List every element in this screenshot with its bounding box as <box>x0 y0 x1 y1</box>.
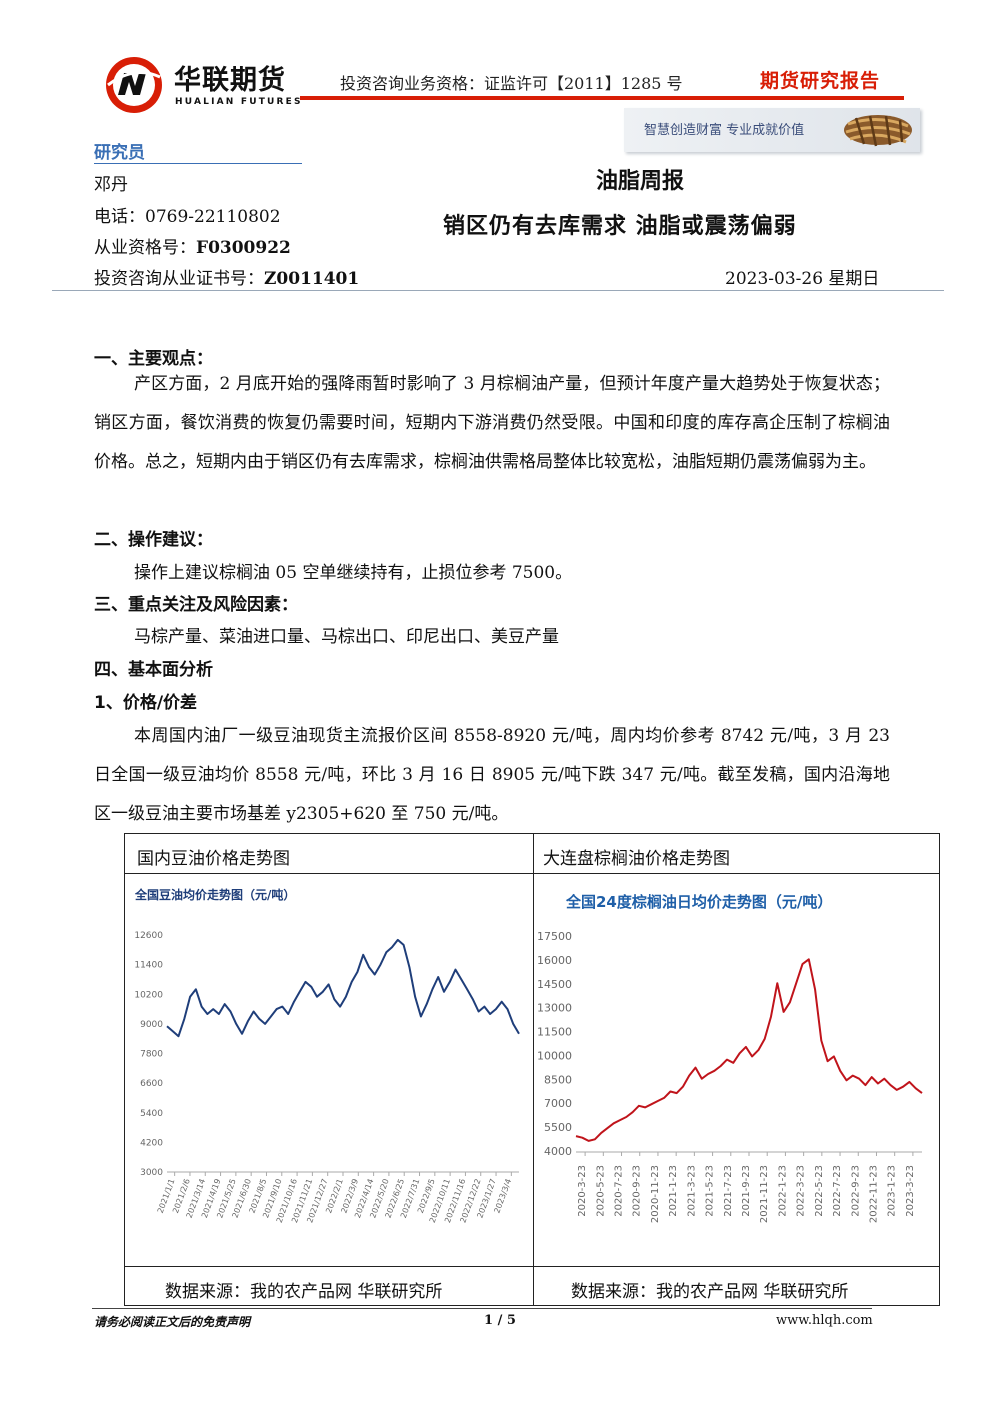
y-tick-label: 11500 <box>537 1026 572 1039</box>
x-tick-label: 2021-5-23 <box>705 1165 716 1217</box>
x-tick-label: 2023-1-23 <box>887 1165 898 1217</box>
section-3-heading: 三、重点关注及风险因素： <box>94 595 298 615</box>
x-tick-label: 2020-5-23 <box>595 1165 606 1217</box>
page-number: 1 / 5 <box>484 1313 516 1328</box>
section-2-heading: 二、操作建议： <box>94 530 213 550</box>
y-tick-label: 10000 <box>537 1049 572 1062</box>
chart-title: 全国豆油均价走势图（元/吨） <box>134 887 295 902</box>
x-tick-label: 2020-11-23 <box>650 1165 661 1223</box>
hualian-logo-icon <box>106 57 162 113</box>
x-tick-label: 2022-11-23 <box>868 1165 879 1223</box>
palm-oil-price-chart: 全国24度棕榈油日均价走势图（元/吨） 17500 16000 14500 13000 1… <box>536 875 938 1265</box>
brand-name-en: HUALIAN FUTURES <box>175 97 303 107</box>
footer-disclaimer: 请务必阅读正文后的免责声明 <box>94 1315 251 1329</box>
section-4-heading: 四、基本面分析 <box>94 660 213 680</box>
x-tick-label: 2023-3-23 <box>905 1165 916 1217</box>
chart-table: 国内豆油价格走势图 大连盘棕榈油价格走势图 全国豆油均价走势图（元/吨） 1260… <box>124 833 940 1306</box>
qualification-text: 投资咨询业务资格：证监许可【2011】1285 号 <box>340 74 683 93</box>
section-2-body: 操作上建议棕榈油 05 空单继续持有，止损位参考 7500。 <box>134 563 573 583</box>
chart-title: 全国24度棕榈油日均价走势图（元/吨） <box>565 893 832 911</box>
y-tick-label: 11400 <box>134 961 163 971</box>
slogan-banner: 智慧创造财富 专业成就价值 <box>624 108 920 152</box>
y-tick-label: 4200 <box>140 1138 163 1148</box>
researcher-section-title: 研究员 <box>94 143 145 163</box>
researcher-license: 从业资格号：F0300922 <box>94 238 291 258</box>
y-tick-label: 17500 <box>537 930 572 943</box>
right-chart-source: 数据来源：我的农产品网 华联研究所 <box>571 1282 849 1302</box>
footer-divider <box>92 1308 872 1309</box>
x-tick-label: 2021-1-23 <box>668 1165 679 1217</box>
x-tick-label: 2021-3-23 <box>686 1165 697 1217</box>
x-tick-label: 2020-3-23 <box>577 1165 588 1217</box>
y-tick-label: 9000 <box>140 1020 163 1030</box>
section-1-heading: 一、主要观点： <box>94 349 213 369</box>
researcher-advisory-license: 投资咨询从业证书号：Z0011401 <box>94 269 360 289</box>
section-3-body: 马棕产量、菜油进口量、马棕出口、印尼出口、美豆产量 <box>134 627 559 647</box>
y-tick-label: 13000 <box>537 1002 572 1015</box>
soybean-oil-price-chart: 全国豆油均价走势图（元/吨） 12600 11400 10200 9000 7800 660… <box>127 875 531 1265</box>
x-tick-label: 2022-1-23 <box>777 1165 788 1217</box>
researcher-phone: 电话：0769-22110802 <box>94 207 281 227</box>
y-tick-label: 5500 <box>544 1121 572 1134</box>
y-tick-label: 8500 <box>544 1073 572 1086</box>
x-tick-label: 2022-7-23 <box>832 1165 843 1217</box>
y-tick-label: 6600 <box>140 1079 163 1089</box>
slogan-text: 智慧创造财富 专业成就价值 <box>644 123 805 138</box>
y-tick-label: 16000 <box>537 954 572 967</box>
y-tick-label: 7000 <box>544 1097 572 1110</box>
section-4-subheading: 1、价格/价差 <box>94 693 198 713</box>
y-tick-label: 4000 <box>544 1145 572 1158</box>
footer-url: www.hlqh.com <box>776 1313 873 1328</box>
x-tick-label: 2022-3-23 <box>796 1165 807 1217</box>
y-tick-label: 3000 <box>140 1168 163 1178</box>
section-4-body: 本周国内油厂一级豆油现货主流报价区间 8558-8920 元/吨，周内均价参考 … <box>94 726 890 824</box>
weave-image-icon <box>844 115 912 147</box>
header-divider <box>300 96 904 100</box>
researcher-divider <box>94 163 302 164</box>
info-divider <box>52 290 944 291</box>
y-tick-label: 14500 <box>537 978 572 991</box>
report-type-label: 期货研究报告 <box>760 70 881 92</box>
y-tick-label: 10200 <box>134 990 163 1000</box>
left-chart-source: 数据来源：我的农产品网 华联研究所 <box>165 1282 443 1302</box>
x-tick-label: 2021-9-23 <box>741 1165 752 1217</box>
x-tick-label: 2020-7-23 <box>614 1165 625 1217</box>
left-chart-caption: 国内豆油价格走势图 <box>137 849 290 869</box>
x-tick-label: 2021-11-23 <box>759 1165 770 1223</box>
series-line <box>166 938 520 1038</box>
x-tick-label: 2021-7-23 <box>723 1165 734 1217</box>
y-tick-label: 7800 <box>140 1050 163 1060</box>
x-tick-label: 2022-5-23 <box>814 1165 825 1217</box>
series-line <box>575 958 923 1142</box>
y-tick-label: 5400 <box>140 1109 163 1119</box>
x-tick-label: 2022-9-23 <box>850 1165 861 1217</box>
section-1-body: 产区方面，2 月底开始的强降雨暂时影响了 3 月棕榈油产量，但预计年度产量大趋势… <box>94 374 890 472</box>
report-title: 油脂周报 <box>596 169 685 194</box>
x-tick-label: 2020-9-23 <box>632 1165 643 1217</box>
right-chart-caption: 大连盘棕榈油价格走势图 <box>543 849 730 869</box>
brand-name: 华联期货 <box>174 65 286 96</box>
report-subtitle: 销区仍有去库需求 油脂或震荡偏弱 <box>443 214 797 239</box>
report-date: 2023-03-26 星期日 <box>725 269 880 289</box>
y-tick-label: 12600 <box>134 931 163 941</box>
researcher-name: 邓丹 <box>94 175 128 195</box>
